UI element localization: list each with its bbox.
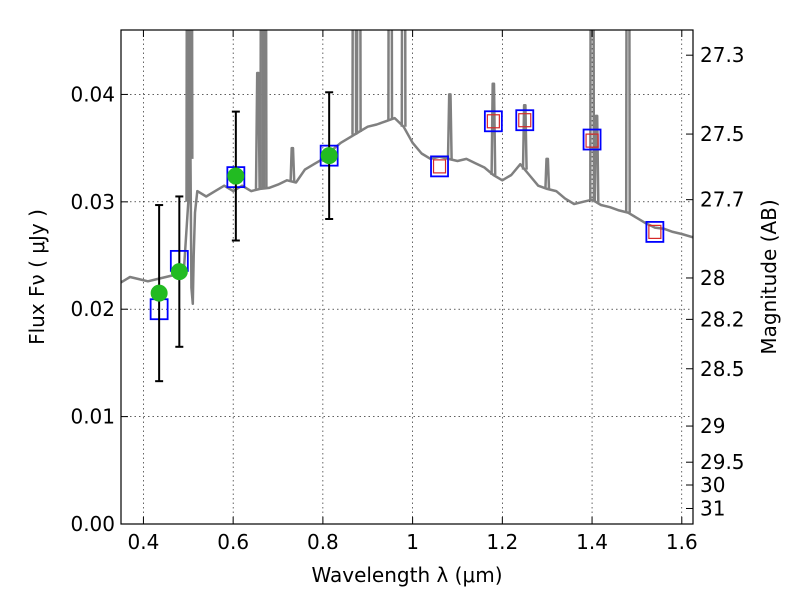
y2-tick-label: 27.3 [700, 43, 745, 67]
x-tick-label: 1 [406, 530, 419, 554]
x-axis-label: Wavelength λ (μm) [311, 563, 502, 587]
observed-flux-square [518, 113, 532, 128]
observed-optical-point [170, 263, 188, 281]
observed-flux-square [648, 224, 662, 239]
y2-tick-label: 27.5 [700, 122, 745, 146]
observed-flux-square [432, 159, 447, 174]
x-tick-label: 0.4 [128, 530, 160, 554]
x-tick-label: 0.6 [217, 530, 249, 554]
plot-frame [120, 29, 694, 525]
y-tick-label: 0.02 [70, 297, 115, 321]
y-tick-label: 0.04 [70, 82, 115, 106]
emission-line [490, 82, 497, 176]
x-tick-label: 0.8 [307, 530, 339, 554]
y-tick-label: 0.00 [70, 512, 115, 536]
observed-flux-square [585, 133, 599, 148]
y2-axis-label: Magnitude (AB) [757, 199, 781, 354]
model-flux-square [430, 155, 449, 178]
axes: 0.4 0.6 0.8 1 1.2 1.4 1.6 0.00 0.01 0.02 0.03 0.04 2… [70, 30, 745, 554]
observed-optical-point [227, 167, 245, 185]
y-tick-label: 0.01 [70, 405, 115, 429]
emission-line [521, 103, 528, 170]
y2-tick-label: 27.7 [700, 188, 745, 212]
y2-tick-label: 28 [700, 266, 725, 290]
x-tick-label: 1.4 [576, 530, 608, 554]
x-tick-label: 1.2 [486, 530, 518, 554]
y-tick-label: 0.03 [70, 190, 115, 214]
plot-content [121, 30, 693, 383]
y2-tick-label: 29 [700, 414, 725, 438]
y2-tick-label: 31 [700, 496, 725, 520]
emission-line [593, 114, 600, 203]
emission-line [446, 93, 453, 160]
emission-line [544, 157, 551, 189]
plot-area [121, 30, 693, 524]
x-tick-label: 1.6 [666, 530, 698, 554]
observed-optical-point [320, 147, 338, 165]
model-flux-square [515, 109, 535, 132]
model-spectrum-line [121, 30, 693, 306]
model-flux-square [582, 128, 602, 151]
y2-tick-label: 30 [700, 473, 725, 497]
observed-flux-square [486, 114, 500, 129]
y2-tick-label: 29.5 [700, 450, 745, 474]
y2-tick-label: 28.2 [700, 307, 745, 331]
observed-optical-point [150, 284, 168, 302]
emission-line [254, 71, 261, 190]
model-flux-square [483, 110, 503, 133]
emission-line [289, 146, 296, 182]
y-axis-label: Flux Fν ( μJy ) [25, 209, 49, 345]
y2-tick-label: 28.5 [700, 357, 745, 381]
model-flux-square [645, 220, 665, 243]
